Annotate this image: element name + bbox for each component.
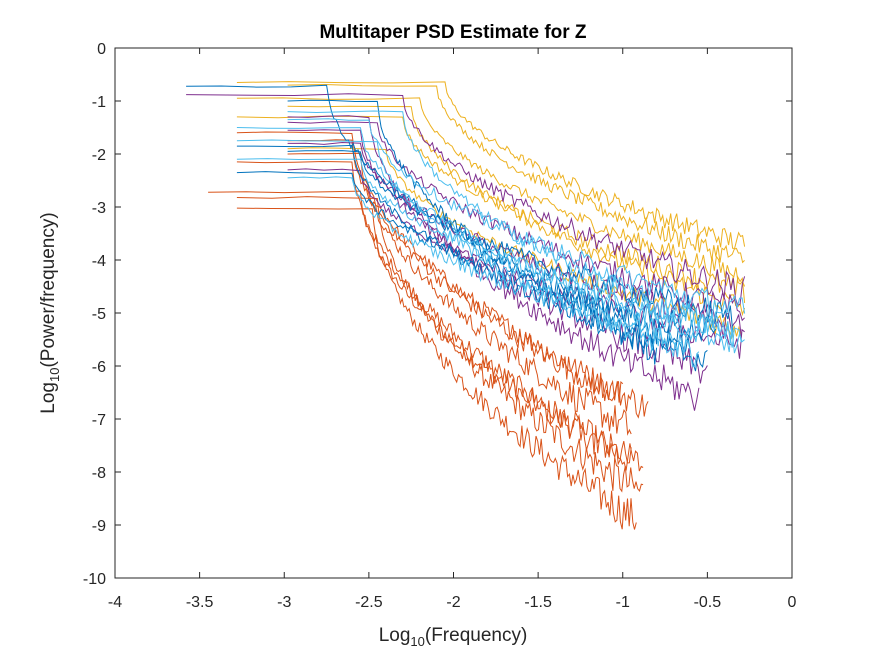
series-line-blue bbox=[236, 144, 708, 372]
y-axis-label-rest: (Power/frequency) bbox=[38, 212, 59, 367]
y-tick-label: -7 bbox=[92, 412, 106, 429]
y-tick-label: -9 bbox=[92, 518, 106, 535]
y-tick-label: 0 bbox=[97, 41, 106, 58]
y-axis-label-base: Log bbox=[38, 382, 59, 414]
series-line-yellow bbox=[236, 81, 746, 249]
series-line-orange bbox=[236, 196, 644, 493]
series-line-orange bbox=[287, 152, 632, 436]
series-line-yellow bbox=[287, 83, 745, 264]
series-line-lightblue bbox=[287, 110, 742, 348]
y-axis-label: Log10(Power/frequency) bbox=[38, 212, 62, 413]
y-tick-label: -10 bbox=[83, 571, 106, 588]
x-axis-label: Log10(Frequency) bbox=[379, 625, 528, 649]
series-line-yellow bbox=[236, 97, 746, 287]
series-line-orange bbox=[287, 139, 624, 403]
x-tick-label: -4 bbox=[108, 594, 122, 611]
x-axis-label-sub: 10 bbox=[410, 634, 424, 649]
series-line-orange bbox=[236, 160, 632, 466]
series-line-lightblue bbox=[287, 118, 746, 320]
x-tick-label: -3.5 bbox=[186, 594, 214, 611]
y-tick-label: -2 bbox=[92, 147, 106, 164]
series-line-lightblue bbox=[236, 158, 734, 343]
x-tick-label: -1.5 bbox=[524, 594, 552, 611]
y-axis-label-sub: 10 bbox=[47, 368, 62, 382]
x-tick-label: 0 bbox=[788, 594, 797, 611]
x-tick-label: -0.5 bbox=[694, 594, 722, 611]
y-tick-label: -3 bbox=[92, 200, 106, 217]
series-line-yellow bbox=[287, 105, 746, 317]
series-line-purple bbox=[287, 121, 745, 322]
tick-layer: -4 -3.5 -3 -2.5 -2 -1.5 -1 -0.5 0 0 -1 -2 -3 -4 -5 -6 -7… bbox=[83, 41, 797, 611]
series-line-purple bbox=[186, 93, 746, 306]
y-tick-label: -1 bbox=[92, 94, 106, 111]
x-tick-label: -2.5 bbox=[355, 594, 383, 611]
x-tick-label: -2 bbox=[446, 594, 460, 611]
series-line-lightblue bbox=[236, 139, 700, 368]
y-tick-label: -6 bbox=[92, 359, 106, 376]
x-axis-label-rest: (Frequency) bbox=[425, 625, 527, 646]
x-axis-label-base: Log bbox=[379, 625, 411, 646]
y-tick-label: -5 bbox=[92, 306, 106, 323]
series-line-lightblue bbox=[236, 127, 745, 354]
series-layer bbox=[186, 81, 746, 530]
y-tick-label: -4 bbox=[92, 253, 106, 270]
x-tick-label: -3 bbox=[277, 594, 291, 611]
series-line-orange bbox=[236, 207, 637, 530]
chart-title: Multitaper PSD Estimate for Z bbox=[319, 22, 586, 43]
y-tick-label: -8 bbox=[92, 465, 106, 482]
x-tick-label: -1 bbox=[616, 594, 630, 611]
